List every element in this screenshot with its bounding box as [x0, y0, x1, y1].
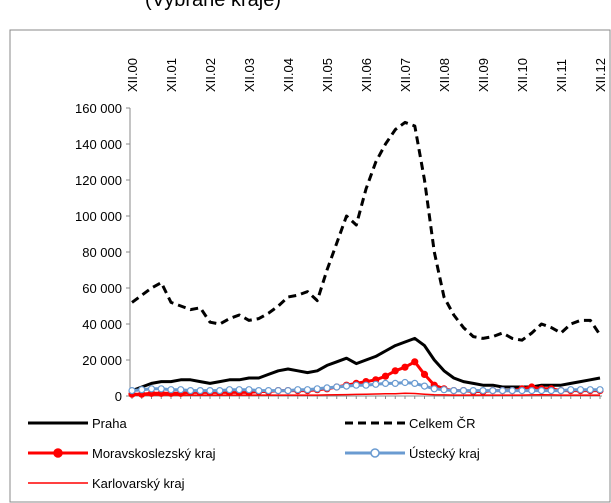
series-marker [157, 385, 165, 393]
series-marker [333, 383, 341, 391]
y-tick-label: 40 000 [82, 317, 122, 332]
legend-label: Ústecký kraj [409, 446, 480, 461]
series-marker [469, 387, 477, 395]
series-marker [264, 387, 273, 395]
series-marker [274, 387, 282, 395]
series-marker [303, 386, 312, 394]
series-marker [479, 387, 487, 395]
x-tick-label: XII.04 [281, 58, 296, 92]
series-marker [567, 386, 575, 394]
series-marker [255, 387, 263, 395]
series-marker [401, 363, 409, 371]
series-line [132, 392, 600, 396]
series-marker [557, 387, 565, 395]
series-marker [508, 387, 516, 395]
series-marker [177, 386, 185, 394]
series-marker [547, 387, 555, 395]
series-marker [294, 386, 302, 394]
chart-border [9, 29, 611, 503]
series-marker [245, 386, 253, 394]
x-tick-label: XII.06 [359, 58, 374, 92]
series-marker [596, 386, 604, 394]
y-tick-label: 80 000 [82, 245, 122, 260]
series-marker [225, 386, 234, 394]
series-marker [450, 387, 458, 395]
x-tick-label: XII.05 [320, 58, 335, 92]
legend-marker [370, 448, 380, 458]
series-marker [381, 372, 390, 380]
series-marker [459, 387, 468, 395]
y-tick-label: 140 000 [75, 137, 122, 152]
series-marker [313, 385, 321, 393]
y-tick-label: 160 000 [75, 101, 122, 116]
series-marker [576, 386, 585, 394]
series-marker [411, 379, 419, 387]
series-marker [537, 387, 546, 395]
series-marker [420, 382, 429, 390]
series-marker [128, 387, 136, 395]
legend-label: Celkem ČR [409, 416, 475, 431]
series-marker [440, 386, 448, 394]
x-tick-label: XII.00 [125, 58, 140, 92]
series-marker [138, 386, 146, 394]
series-marker [489, 387, 497, 395]
legend-label: Moravskoslezský kraj [92, 446, 216, 461]
y-tick-label: 120 000 [75, 173, 122, 188]
series-marker [391, 379, 399, 387]
series-marker [528, 387, 536, 395]
chart-title: (Vybrané kraje) [145, 0, 281, 11]
y-tick-label: 60 000 [82, 281, 122, 296]
series-marker [167, 386, 175, 394]
series-line [131, 120, 602, 342]
series-marker [362, 381, 370, 389]
series-marker [206, 387, 214, 395]
series-marker [284, 387, 292, 395]
series-marker [586, 386, 594, 394]
x-tick-label: XII.08 [437, 58, 452, 92]
x-tick-label: XII.10 [515, 58, 530, 92]
series-marker [420, 370, 429, 378]
x-tick-label: XII.02 [203, 58, 218, 92]
series-marker [342, 382, 351, 390]
legend-label: Praha [92, 416, 127, 431]
series-marker [216, 387, 224, 395]
series-marker [498, 387, 507, 395]
series-marker [186, 387, 195, 395]
x-tick-label: XII.12 [593, 58, 608, 92]
y-tick-label: 20 000 [82, 353, 122, 368]
x-tick-label: XII.09 [476, 58, 491, 92]
legend-marker [53, 448, 63, 458]
x-tick-label: XII.01 [164, 58, 179, 92]
x-tick-label: XII.11 [554, 59, 569, 92]
series-marker [430, 385, 438, 393]
series-marker [401, 378, 409, 387]
y-tick-label: 0 [115, 389, 122, 404]
series-marker [372, 380, 380, 388]
y-tick-label: 100 000 [75, 209, 122, 224]
series-marker [518, 387, 526, 395]
legend-label: Karlovarský kraj [92, 476, 185, 491]
series-marker [391, 367, 399, 375]
series-marker [196, 387, 204, 395]
series-marker [381, 379, 390, 387]
series-marker [323, 384, 331, 392]
x-tick-label: XII.03 [242, 58, 257, 92]
series-marker [411, 358, 419, 366]
series-marker [235, 386, 243, 394]
series-marker [352, 381, 360, 389]
series-marker [147, 385, 156, 393]
x-tick-label: XII.07 [398, 58, 413, 92]
